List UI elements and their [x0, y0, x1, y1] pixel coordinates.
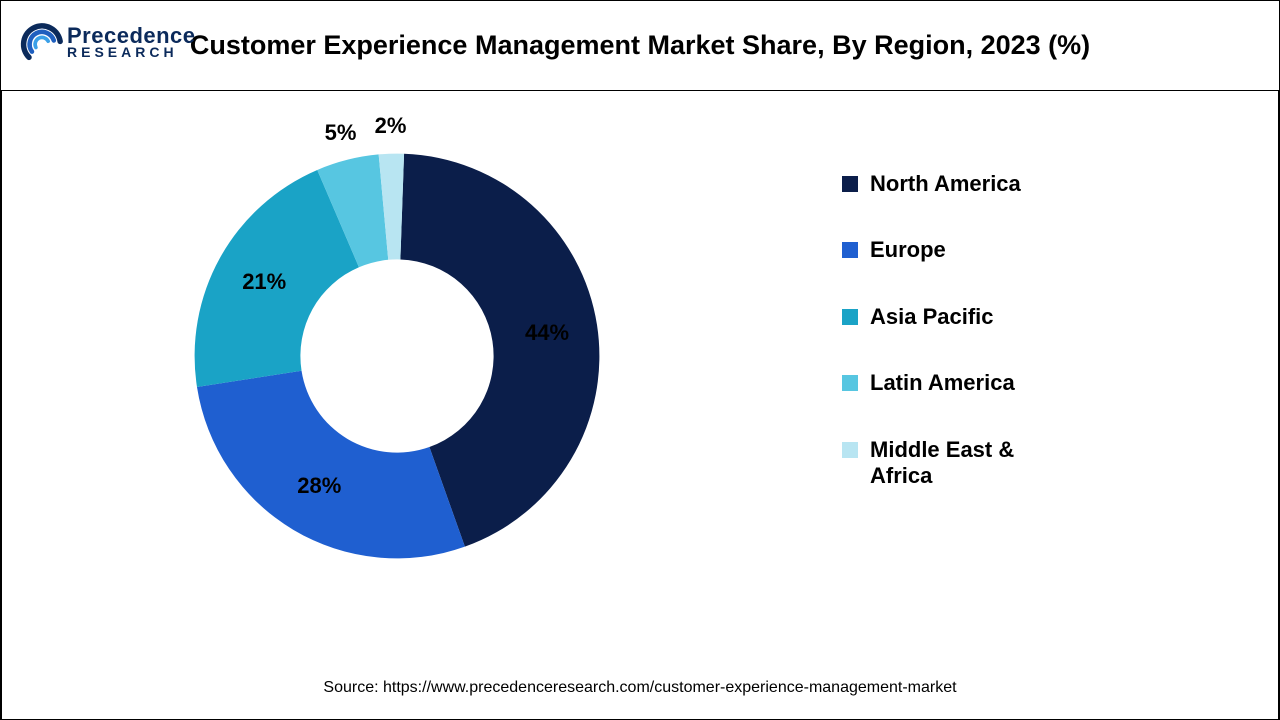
legend-item: Middle East & Africa [842, 437, 1142, 490]
slice-label: 44% [525, 320, 569, 346]
legend-label: Middle East & Africa [870, 437, 1070, 490]
brand-name-line1: Precedence [67, 26, 196, 46]
brand-name-line2: RESEARCH [67, 46, 196, 59]
chart-area: 44% 28% 21% 5% 2% North America Europe Asia Pa… [1, 91, 1279, 719]
plot-region: 44% 28% 21% 5% 2% North America Europe Asia Pa… [2, 91, 1278, 719]
donut-chart [167, 126, 627, 586]
legend-item: Europe [842, 237, 1142, 263]
legend-item: Latin America [842, 370, 1142, 396]
donut-slice [197, 371, 465, 559]
slice-label: 21% [242, 269, 286, 295]
slice-label: 5% [325, 120, 357, 146]
legend-swatch [842, 176, 858, 192]
legend-label: Asia Pacific [870, 304, 994, 330]
slice-label: 2% [375, 113, 407, 139]
legend-label: Latin America [870, 370, 1015, 396]
chart-frame: Precedence RESEARCH Customer Experience … [0, 0, 1280, 720]
brand-logo: Precedence RESEARCH [19, 19, 196, 65]
source-text: Source: https://www.precedenceresearch.c… [2, 679, 1278, 697]
header-band: Precedence RESEARCH Customer Experience … [1, 1, 1279, 91]
donut-wrap: 44%28%21%5%2% [167, 126, 627, 586]
legend-label: Europe [870, 237, 946, 263]
legend-item: Asia Pacific [842, 304, 1142, 330]
brand-wordmark: Precedence RESEARCH [67, 26, 196, 58]
legend-swatch [842, 242, 858, 258]
slice-label: 28% [297, 473, 341, 499]
legend: North America Europe Asia Pacific Latin Ame… [842, 171, 1142, 529]
legend-label: North America [870, 171, 1021, 197]
legend-item: North America [842, 171, 1142, 197]
legend-swatch [842, 442, 858, 458]
brand-mark-icon [19, 19, 65, 65]
legend-swatch [842, 375, 858, 391]
legend-swatch [842, 309, 858, 325]
